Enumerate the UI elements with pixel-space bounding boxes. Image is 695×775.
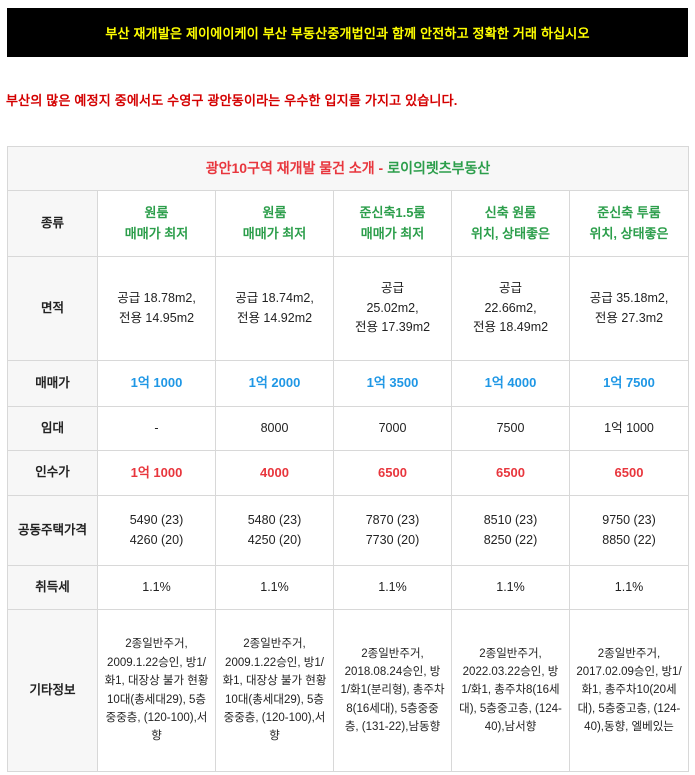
- row-label-rent: 임대: [7, 406, 98, 451]
- table-cell: 9750 (23) 8850 (22): [568, 495, 690, 566]
- row-tax: 취득세 1.1% 1.1% 1.1% 1.1% 1.1%: [7, 565, 690, 610]
- table-subtitle: 로이의렛츠부동산: [387, 159, 491, 176]
- table-cell: 원룸 매매가 최저: [215, 190, 334, 257]
- table-cell: 1.1%: [215, 565, 334, 610]
- table-cell: 준신축 투룸 위치, 상태좋은: [568, 190, 690, 257]
- table-cell: 신축 원룸 위치, 상태좋은: [451, 190, 570, 257]
- table-cell: 2종일반주거, 2018.08.24승인, 방1/화1(분리형), 총주차8(1…: [333, 609, 452, 772]
- table-cell: 1억 7500: [568, 360, 690, 407]
- table-cell: 1억 1000: [568, 406, 690, 451]
- row-label-etc: 기타정보: [7, 609, 98, 772]
- table-cell: 공급 35.18m2, 전용 27.3m2: [568, 256, 690, 361]
- table-cell: 2종일반주거, 2022.03.22승인, 방1/화1, 총주차8(16세대),…: [451, 609, 570, 772]
- table-title-row: 광안10구역 재개발 물건 소개 - 로이의렛츠부동산: [6, 146, 690, 191]
- table-cell: 원룸 매매가 최저: [97, 190, 216, 257]
- table-cell: 1억 3500: [333, 360, 452, 407]
- table-cell: 1억 2000: [215, 360, 334, 407]
- top-banner: 부산 재개발은 제이에이케이 부산 부동산중개법인과 함께 안전하고 정확한 거…: [7, 8, 688, 57]
- row-rent: 임대 - 8000 7000 7500 1억 1000: [7, 406, 690, 451]
- row-type: 종류 원룸 매매가 최저 원룸 매매가 최저 준신축1.5룸 매매가 최저 신축…: [7, 190, 690, 257]
- table-cell: 1억 4000: [451, 360, 570, 407]
- row-area: 면적 공급 18.78m2, 전용 14.95m2 공급 18.74m2, 전용…: [7, 256, 690, 361]
- table-cell: 6500: [333, 450, 452, 496]
- table-cell: 2종일반주거, 2017.02.09승인, 방1/화1, 총주차10(20세대)…: [568, 609, 690, 772]
- headline-text: 부산의 많은 예정지 중에서도 수영구 광안동이라는 우수한 입지를 가지고 있…: [6, 93, 458, 108]
- banner-text: 부산 재개발은 제이에이케이 부산 부동산중개법인과 함께 안전하고 정확한 거…: [105, 26, 590, 41]
- table-cell: 공급 25.02m2, 전용 17.39m2: [333, 256, 452, 361]
- table-cell: 준신축1.5룸 매매가 최저: [333, 190, 452, 257]
- table-cell: 6500: [568, 450, 690, 496]
- row-etc: 기타정보 2종일반주거, 2009.1.22승인, 방1/화1, 대장상 불가 …: [7, 609, 690, 772]
- row-takeover: 인수가 1억 1000 4000 6500 6500 6500: [7, 450, 690, 496]
- table-cell: 2종일반주거, 2009.1.22승인, 방1/화1, 대장상 불가 현황10대…: [97, 609, 216, 772]
- table-cell: 8510 (23) 8250 (22): [451, 495, 570, 566]
- row-label-apt-price: 공동주택가격: [7, 495, 98, 566]
- table-title-cell: 광안10구역 재개발 물건 소개 - 로이의렛츠부동산: [6, 146, 690, 191]
- row-price: 매매가 1억 1000 1억 2000 1억 3500 1억 4000 1억 7…: [7, 360, 690, 407]
- row-label-tax: 취득세: [7, 565, 98, 610]
- table-cell: -: [97, 406, 216, 451]
- table-cell: 6500: [451, 450, 570, 496]
- table-cell: 공급 18.78m2, 전용 14.95m2: [97, 256, 216, 361]
- table-cell: 7870 (23) 7730 (20): [333, 495, 452, 566]
- row-label-takeover: 인수가: [7, 450, 98, 496]
- row-apt-price: 공동주택가격 5490 (23) 4260 (20) 5480 (23) 425…: [7, 495, 690, 566]
- row-label-type: 종류: [7, 190, 98, 257]
- table-cell: 공급 18.74m2, 전용 14.92m2: [215, 256, 334, 361]
- table-cell: 5480 (23) 4250 (20): [215, 495, 334, 566]
- table-cell: 4000: [215, 450, 334, 496]
- table-cell: 1억 1000: [97, 450, 216, 496]
- row-label-price: 매매가: [7, 360, 98, 407]
- table-cell: 1.1%: [333, 565, 452, 610]
- table-cell: 2종일반주거, 2009.1.22승인, 방1/화1, 대장상 불가 현황10대…: [215, 609, 334, 772]
- table-cell: 7000: [333, 406, 452, 451]
- table-cell: 5490 (23) 4260 (20): [97, 495, 216, 566]
- table-cell: 8000: [215, 406, 334, 451]
- table-cell: 1.1%: [97, 565, 216, 610]
- row-label-area: 면적: [7, 256, 98, 361]
- table-cell: 7500: [451, 406, 570, 451]
- table-cell: 공급 22.66m2, 전용 18.49m2: [451, 256, 570, 361]
- table-cell: 1.1%: [568, 565, 690, 610]
- property-table: 광안10구역 재개발 물건 소개 - 로이의렛츠부동산 종류 원룸 매매가 최저 …: [6, 146, 690, 772]
- table-title: 광안10구역 재개발 물건 소개 -: [205, 159, 384, 176]
- table-cell: 1.1%: [451, 565, 570, 610]
- table-cell: 1억 1000: [97, 360, 216, 407]
